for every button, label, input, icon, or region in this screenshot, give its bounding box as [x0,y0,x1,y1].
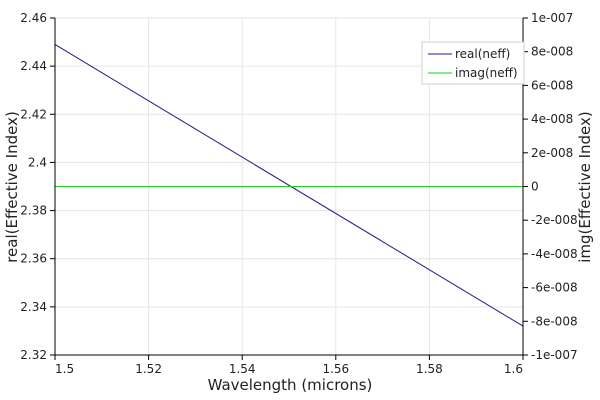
y-right-tick-label: -6e-008 [531,281,578,295]
y-right-tick-label: 8e-008 [531,45,573,59]
y-right-tick-label: 6e-008 [531,78,573,92]
y-right-tick-label: 0 [531,180,539,194]
y-left-tick-label: 2.42 [20,107,47,121]
y-right-axis-title: img(Effective Index) [576,111,594,263]
x-tick-label: 1.56 [322,362,349,376]
plot-series [54,44,524,327]
y-left-tick-label: 2.38 [20,204,47,218]
y-left-tick-label: 2.44 [20,59,47,73]
legend: real(neff) imag(neff) [421,41,525,85]
x-tick-label: 1.58 [416,362,443,376]
x-tick-label: 1.52 [135,362,162,376]
legend-label-real: real(neff) [455,47,510,61]
legend-box [421,41,525,85]
series-line-real-neff [54,44,524,327]
x-axis-title: Wavelength (microns) [208,376,373,394]
y-left-tick-label: 2.34 [20,300,47,314]
y-left-tick-label: 2.4 [28,155,47,169]
x-tick-label: 1.54 [229,362,256,376]
y-right-tick-label: 2e-008 [531,146,573,160]
y-right-tick-label: 4e-008 [531,112,573,126]
y-left-axis-title: real(Effective Index) [3,111,21,263]
legend-label-imag: imag(neff) [455,66,518,80]
y-right-tick-label: -4e-008 [531,247,578,261]
x-tick-label: 1.5 [55,362,74,376]
y-left-tick-label: 2.32 [20,348,47,362]
y-right-tick-label: -1e-007 [531,348,578,362]
y-left-tick-label: 2.46 [20,11,47,25]
x-tick-label: 1.6 [504,362,523,376]
y-right-tick-label: 1e-007 [531,11,573,25]
ticks: 1.5 1.52 1.54 1.56 1.58 1.6 2.32 2.34 2.36 2.38 2.… [20,11,577,376]
y-right-tick-label: -2e-008 [531,213,578,227]
y-right-tick-label: -8e-008 [531,314,578,328]
y-left-tick-label: 2.36 [20,252,47,266]
